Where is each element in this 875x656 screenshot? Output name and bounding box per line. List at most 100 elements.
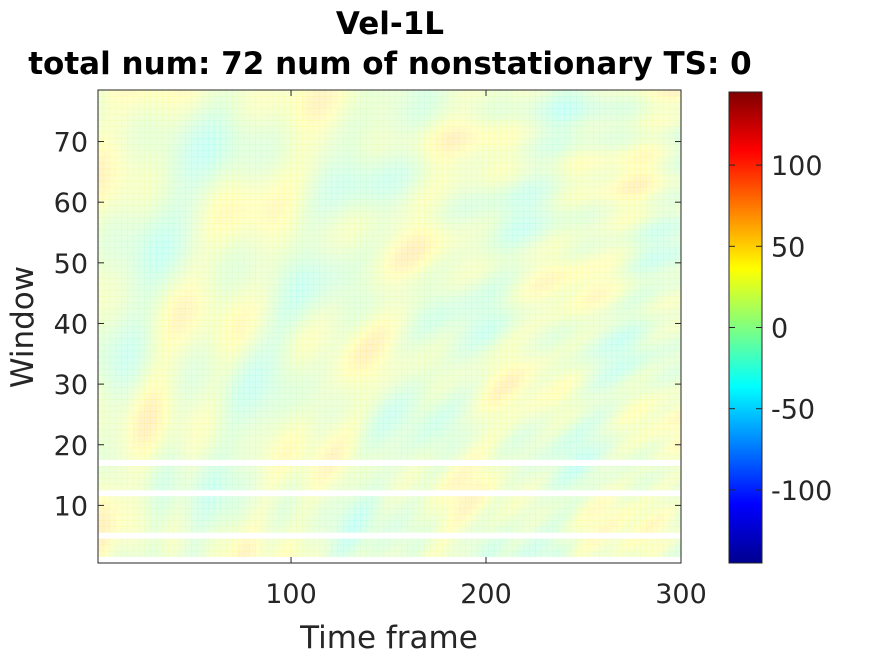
heatmap-cell xyxy=(197,138,204,145)
heatmap-cell xyxy=(441,96,449,103)
heatmap-cell xyxy=(389,180,396,188)
heatmap-cell xyxy=(243,229,250,236)
heatmap-cell xyxy=(337,290,344,297)
heatmap-cell xyxy=(494,187,501,194)
heatmap-cell xyxy=(214,150,221,158)
heatmap-cell xyxy=(616,102,624,109)
heatmap-cell xyxy=(529,241,536,249)
heatmap-cell xyxy=(529,350,536,358)
heatmap-cell xyxy=(418,326,425,333)
heatmap-cell xyxy=(348,314,355,321)
heatmap-cell xyxy=(389,162,396,170)
heatmap-cell xyxy=(307,265,315,273)
heatmap-cell xyxy=(646,271,653,279)
heatmap-cell xyxy=(226,314,233,321)
heatmap-cell xyxy=(372,156,379,164)
heatmap-cell xyxy=(284,205,291,212)
heatmap-cell xyxy=(581,332,589,340)
heatmap-cell xyxy=(406,320,414,327)
heatmap-cell xyxy=(313,229,320,236)
heatmap-cell xyxy=(272,205,280,212)
heatmap-cell xyxy=(605,338,612,346)
heatmap-cell xyxy=(412,180,420,188)
heatmap-cell xyxy=(372,126,379,133)
heatmap-cell xyxy=(214,326,221,333)
heatmap-cell xyxy=(628,290,635,297)
heatmap-cell xyxy=(138,375,146,382)
heatmap-cell xyxy=(127,332,134,340)
heatmap-cell xyxy=(447,344,455,352)
heatmap-cell xyxy=(354,150,361,158)
heatmap-cell xyxy=(628,368,635,376)
heatmap-cell xyxy=(278,150,285,158)
heatmap-cell xyxy=(267,284,274,291)
heatmap-cell xyxy=(109,205,116,212)
heatmap-cell xyxy=(156,150,163,158)
heatmap-cell xyxy=(634,193,641,200)
heatmap-cell xyxy=(185,356,192,364)
heatmap-cell xyxy=(272,387,280,394)
heatmap-cell xyxy=(132,90,140,97)
heatmap-cell xyxy=(179,193,186,200)
heatmap-cell xyxy=(395,271,402,279)
heatmap-cell xyxy=(616,174,624,182)
heatmap-cell xyxy=(290,332,297,340)
heatmap-cell xyxy=(406,247,414,255)
heatmap-cell xyxy=(465,302,472,309)
heatmap-cell xyxy=(430,302,437,309)
heatmap-cell xyxy=(342,144,350,152)
heatmap-cell xyxy=(465,326,472,333)
heatmap-cell xyxy=(395,114,402,121)
heatmap-cell xyxy=(337,284,344,291)
heatmap-cell xyxy=(605,314,612,321)
heatmap-cell xyxy=(179,308,186,315)
heatmap-cell xyxy=(511,350,519,358)
heatmap-cell xyxy=(441,180,449,188)
heatmap-cell xyxy=(459,174,466,182)
heatmap-cell xyxy=(162,241,169,249)
heatmap-cell xyxy=(482,253,490,261)
heatmap-cell xyxy=(167,362,175,370)
heatmap-cell xyxy=(523,387,530,394)
heatmap-cell xyxy=(226,187,233,194)
heatmap-cell xyxy=(325,205,332,212)
heatmap-cell xyxy=(284,229,291,236)
heatmap-cell xyxy=(622,217,629,224)
heatmap-cell xyxy=(144,326,151,333)
heatmap-cell xyxy=(599,314,606,321)
heatmap-cell xyxy=(523,308,530,315)
heatmap-cell xyxy=(447,223,455,230)
heatmap-cell xyxy=(377,168,385,176)
heatmap-cell xyxy=(616,126,624,133)
heatmap-cell xyxy=(634,138,641,145)
heatmap-cell xyxy=(541,187,548,194)
heatmap-cell xyxy=(191,174,198,182)
heatmap-cell xyxy=(488,180,495,188)
heatmap-cell xyxy=(622,387,629,394)
heatmap-cell xyxy=(179,326,186,333)
heatmap-cell xyxy=(249,144,256,152)
heatmap-cell xyxy=(191,381,198,388)
heatmap-cell xyxy=(622,126,629,133)
heatmap-cell xyxy=(243,314,250,321)
heatmap-cell xyxy=(98,338,105,346)
heatmap-cell xyxy=(552,284,559,291)
heatmap-cell xyxy=(243,375,250,382)
heatmap-cell xyxy=(185,241,192,249)
heatmap-cell xyxy=(237,168,245,176)
heatmap-cell xyxy=(593,362,600,370)
heatmap-cell xyxy=(581,162,589,170)
heatmap-cell xyxy=(354,326,361,333)
heatmap-cell xyxy=(132,344,140,352)
heatmap-cell xyxy=(121,108,128,115)
heatmap-cell xyxy=(453,247,460,255)
heatmap-cell xyxy=(144,102,151,109)
heatmap-cell xyxy=(383,381,390,388)
heatmap-cell xyxy=(331,90,338,97)
heatmap-cell xyxy=(593,132,600,139)
heatmap-cell xyxy=(179,235,186,242)
heatmap-cell xyxy=(471,217,478,224)
heatmap-cell xyxy=(564,96,571,103)
heatmap-cell xyxy=(372,290,379,297)
heatmap-cell xyxy=(208,344,215,352)
